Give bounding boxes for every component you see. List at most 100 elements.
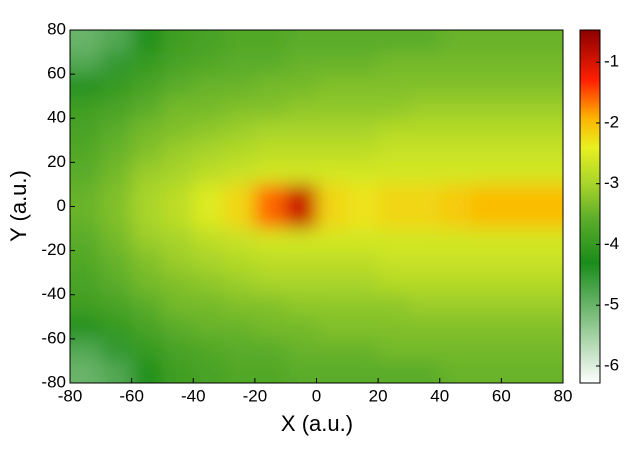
heatmap-cell	[470, 206, 502, 230]
heatmap-cell	[378, 228, 410, 252]
heatmap-cell	[193, 250, 225, 274]
heatmap-cell	[378, 52, 410, 75]
heatmap-cell	[162, 118, 194, 141]
heatmap-cell	[100, 162, 133, 185]
heatmap-cell	[100, 250, 133, 274]
heatmap-cell	[254, 272, 287, 296]
heatmap-cell	[501, 118, 533, 141]
heatmap-cell	[439, 338, 472, 362]
x-tick-label: 60	[492, 386, 511, 405]
heatmap-cell	[408, 162, 441, 185]
heatmap-cell	[378, 140, 410, 163]
heatmap-cell	[316, 228, 348, 252]
heatmap-cell	[378, 206, 410, 230]
heatmap-cell	[378, 162, 410, 185]
heatmap-cell	[347, 162, 379, 185]
heatmap-cell	[285, 206, 317, 230]
heatmap-cell	[70, 140, 102, 163]
heatmap-cell	[131, 338, 163, 362]
heatmap-cell	[439, 162, 472, 185]
heatmap-cell	[193, 206, 225, 230]
x-tick-label: 40	[430, 386, 449, 405]
x-tick-label: -20	[243, 386, 268, 405]
heatmap-cell	[224, 118, 256, 141]
heatmap-cell	[224, 250, 256, 274]
colorbar-tick-label: -6	[604, 355, 619, 374]
heatmap-cell	[224, 360, 256, 383]
heatmap-cell	[439, 294, 472, 318]
heatmap-cell	[347, 74, 379, 97]
heatmap-cell	[162, 250, 194, 274]
heatmap-cell	[470, 74, 502, 97]
heatmap-cell	[131, 360, 163, 383]
heatmap-cell	[532, 118, 563, 141]
heatmap-cell	[193, 118, 225, 141]
y-tick-label: -20	[41, 240, 66, 259]
heatmap-cell	[439, 316, 472, 340]
heatmap-cell	[532, 316, 563, 340]
heatmap-cell	[193, 184, 225, 207]
heatmap-cell	[70, 52, 102, 75]
colorbar-tick-label: -2	[604, 112, 619, 131]
x-tick-label: -60	[119, 386, 144, 405]
heatmap-cell	[532, 206, 563, 230]
heatmap-cell	[100, 74, 133, 97]
heatmap-cell	[285, 250, 317, 274]
heatmap-cell	[162, 206, 194, 230]
heatmap-cell	[408, 184, 441, 207]
heatmap-cell	[501, 272, 533, 296]
heatmap-cell	[100, 360, 133, 383]
heatmap-cell	[501, 184, 533, 207]
heatmap-cell	[316, 96, 348, 119]
heatmap-cell	[162, 360, 194, 383]
heatmap-cell	[439, 96, 472, 119]
heatmap-cell	[470, 250, 502, 274]
heatmap-cell	[347, 96, 379, 119]
heatmap-cell	[347, 184, 379, 207]
colorbar-tick-label: -3	[604, 173, 619, 192]
x-tick-label: 0	[312, 386, 321, 405]
heatmap-cell	[285, 30, 317, 53]
heatmap-cell	[285, 140, 317, 163]
x-tick-label: 80	[554, 386, 573, 405]
heatmap-cell	[316, 52, 348, 75]
heatmap-cell	[347, 206, 379, 230]
heatmap-cell	[408, 338, 441, 362]
heatmap-cell	[408, 30, 441, 53]
heatmap-cell	[100, 96, 133, 119]
heatmap-cell	[162, 184, 194, 207]
heatmap-cell	[501, 228, 533, 252]
heatmap-cell	[100, 316, 133, 340]
heatmap-cell	[347, 294, 379, 318]
heatmap-cell	[285, 184, 317, 207]
heatmap-cell	[316, 118, 348, 141]
heatmap-cell	[347, 140, 379, 163]
heatmap-cell	[131, 30, 163, 53]
heatmap-cell	[470, 96, 502, 119]
heatmap-cell	[162, 294, 194, 318]
heatmap-cell	[193, 272, 225, 296]
heatmap-cell	[100, 184, 133, 207]
heatmap-cell	[285, 360, 317, 383]
heatmap-cell	[193, 228, 225, 252]
heatmap-cell	[224, 52, 256, 75]
y-tick-label: 0	[57, 196, 66, 215]
heatmap-cell	[162, 30, 194, 53]
heatmap-cell	[501, 162, 533, 185]
heatmap-cell	[224, 140, 256, 163]
heatmap-cell	[100, 52, 133, 75]
heatmap-cell	[378, 338, 410, 362]
heatmap-cell	[162, 162, 194, 185]
heatmap-cell	[193, 96, 225, 119]
heatmap-cell	[316, 272, 348, 296]
heatmap-cell	[378, 294, 410, 318]
heatmap-cell	[501, 316, 533, 340]
heatmap-cell	[100, 338, 133, 362]
heatmap-cell	[470, 140, 502, 163]
heatmap-cell	[254, 118, 287, 141]
heatmap-cell	[470, 52, 502, 75]
heatmap-cell	[131, 162, 163, 185]
heatmap-cell	[131, 250, 163, 274]
heatmap-cell	[162, 74, 194, 97]
heatmap-cell	[408, 360, 441, 383]
